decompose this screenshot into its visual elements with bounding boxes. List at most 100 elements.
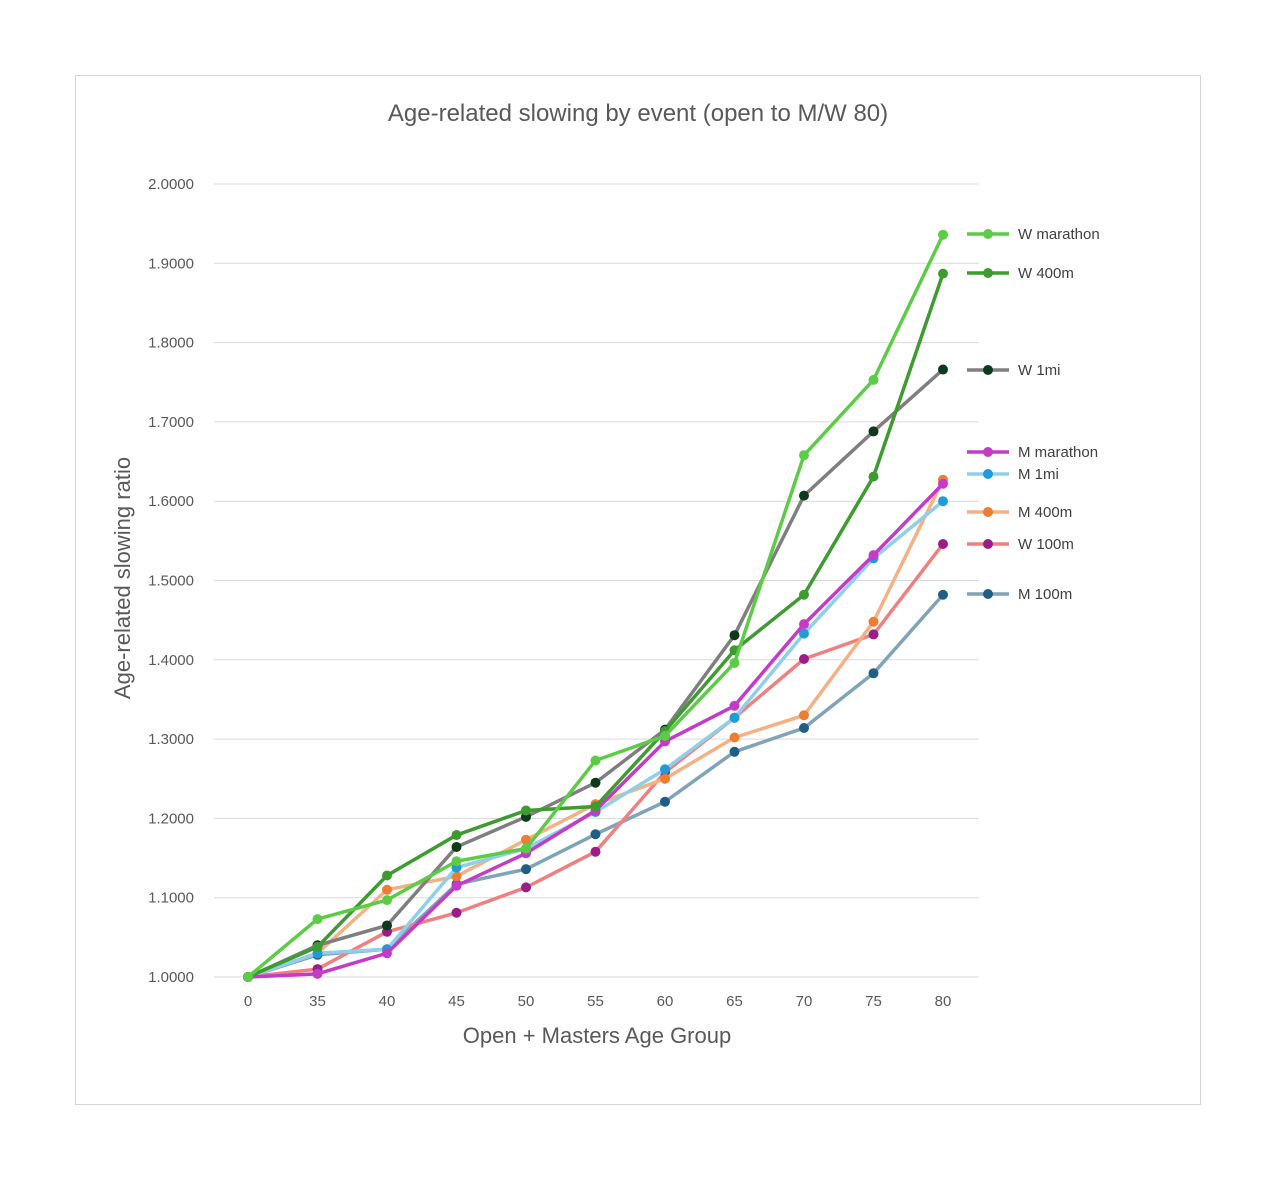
data-point <box>799 589 809 600</box>
y-axis-title: Age-related slowing ratio <box>110 457 135 699</box>
data-point <box>451 871 462 882</box>
x-tick-label: 70 <box>796 993 813 1010</box>
data-point <box>660 764 670 775</box>
data-point <box>938 496 948 507</box>
y-tick-label: 1.5000 <box>148 573 194 590</box>
x-tick-label: 65 <box>726 993 743 1010</box>
data-point <box>521 864 531 875</box>
data-point <box>660 773 670 784</box>
legend-label: M 1mi <box>1018 466 1059 483</box>
data-point <box>938 478 948 489</box>
series-line <box>247 368 945 979</box>
data-point <box>312 914 323 925</box>
y-tick-label: 1.0000 <box>148 969 194 986</box>
data-point <box>799 450 809 461</box>
data-point <box>451 880 462 891</box>
legend-swatch-marker <box>983 589 993 599</box>
data-point <box>451 830 462 841</box>
y-tick-label: 1.8000 <box>148 335 194 352</box>
data-point <box>799 490 809 501</box>
data-point <box>521 882 531 893</box>
legend-item: M 1mi <box>967 466 1059 483</box>
legend-item: W 100m <box>967 536 1074 553</box>
legend-swatch-marker <box>983 229 993 239</box>
data-point <box>382 948 392 959</box>
legend-swatch-marker <box>983 507 993 517</box>
series-line <box>247 479 945 979</box>
legend-swatch-marker <box>983 268 993 278</box>
data-point <box>938 229 948 240</box>
x-tick-label: 55 <box>587 993 604 1010</box>
data-point <box>382 895 392 906</box>
legend-item: M 100m <box>967 586 1072 603</box>
legend-label: W 400m <box>1018 265 1074 282</box>
data-point <box>312 968 323 979</box>
data-point <box>868 550 879 561</box>
legend-item: M marathon <box>967 444 1098 461</box>
data-point <box>382 870 392 881</box>
y-tick-label: 1.4000 <box>148 652 194 669</box>
data-point <box>938 539 948 550</box>
x-tick-label: 0 <box>244 993 252 1010</box>
legend-label: W marathon <box>1018 226 1100 243</box>
y-tick-label: 1.1000 <box>148 890 194 907</box>
x-tick-label: 60 <box>657 993 674 1010</box>
legend-label: W 100m <box>1018 536 1074 553</box>
data-point <box>868 426 879 437</box>
legend-swatch-marker <box>983 469 993 479</box>
data-point <box>660 796 670 807</box>
x-tick-label: 35 <box>309 993 326 1010</box>
y-tick-label: 1.9000 <box>148 255 194 272</box>
series-m-400m <box>243 474 948 982</box>
legend-item: W 400m <box>967 265 1074 282</box>
x-axis-ticks: 0 35 40 45 50 55 60 65 70 75 80 <box>244 993 952 1010</box>
series-w-400m <box>243 268 948 982</box>
data-point <box>868 629 879 640</box>
data-point <box>729 732 740 743</box>
data-point <box>521 843 531 854</box>
legend-item: M 400m <box>967 504 1072 521</box>
y-tick-label: 1.3000 <box>148 731 194 748</box>
y-axis-ticks: 1.0000 1.1000 1.2000 1.3000 1.4000 1.5000 1.60… <box>148 176 194 986</box>
legend-swatch-marker <box>983 447 993 457</box>
data-point <box>590 755 601 766</box>
data-point <box>868 668 879 679</box>
data-point <box>521 834 531 845</box>
data-point <box>451 841 462 852</box>
series-line <box>247 273 945 979</box>
data-point <box>382 884 392 895</box>
data-point <box>729 630 740 641</box>
y-tick-label: 1.7000 <box>148 414 194 431</box>
series-w-1mi <box>243 364 948 982</box>
legend-label: M 400m <box>1018 504 1072 521</box>
legend: W marathon W 400m W 1mi M marathon M 1mi M 40… <box>967 226 1100 603</box>
grid-lines <box>214 183 979 978</box>
x-tick-label: 40 <box>379 993 396 1010</box>
legend-swatch-marker <box>983 539 993 549</box>
y-tick-label: 2.0000 <box>148 176 194 193</box>
legend-label: W 1mi <box>1018 362 1061 379</box>
data-point <box>868 374 879 385</box>
series-line <box>247 482 945 979</box>
data-point <box>451 856 462 867</box>
data-point <box>312 941 323 952</box>
data-point <box>729 700 740 711</box>
x-tick-label: 80 <box>935 993 952 1010</box>
data-point <box>590 829 601 840</box>
chart-frame: Age-related slowing by event (open to M/… <box>75 75 1201 1105</box>
x-tick-label: 50 <box>518 993 535 1010</box>
data-point <box>243 972 253 982</box>
data-point <box>451 907 462 918</box>
legend-item: W marathon <box>967 226 1100 243</box>
x-tick-label: 75 <box>865 993 882 1010</box>
data-point <box>938 589 948 600</box>
data-point <box>799 710 809 721</box>
x-axis-title: Open + Masters Age Group <box>463 1023 731 1048</box>
series-line <box>246 233 945 979</box>
data-point <box>590 846 601 857</box>
y-tick-label: 1.2000 <box>148 810 194 827</box>
series-w-marathon <box>243 229 948 982</box>
data-point <box>799 654 809 665</box>
data-point <box>729 712 740 723</box>
data-point <box>590 801 601 812</box>
